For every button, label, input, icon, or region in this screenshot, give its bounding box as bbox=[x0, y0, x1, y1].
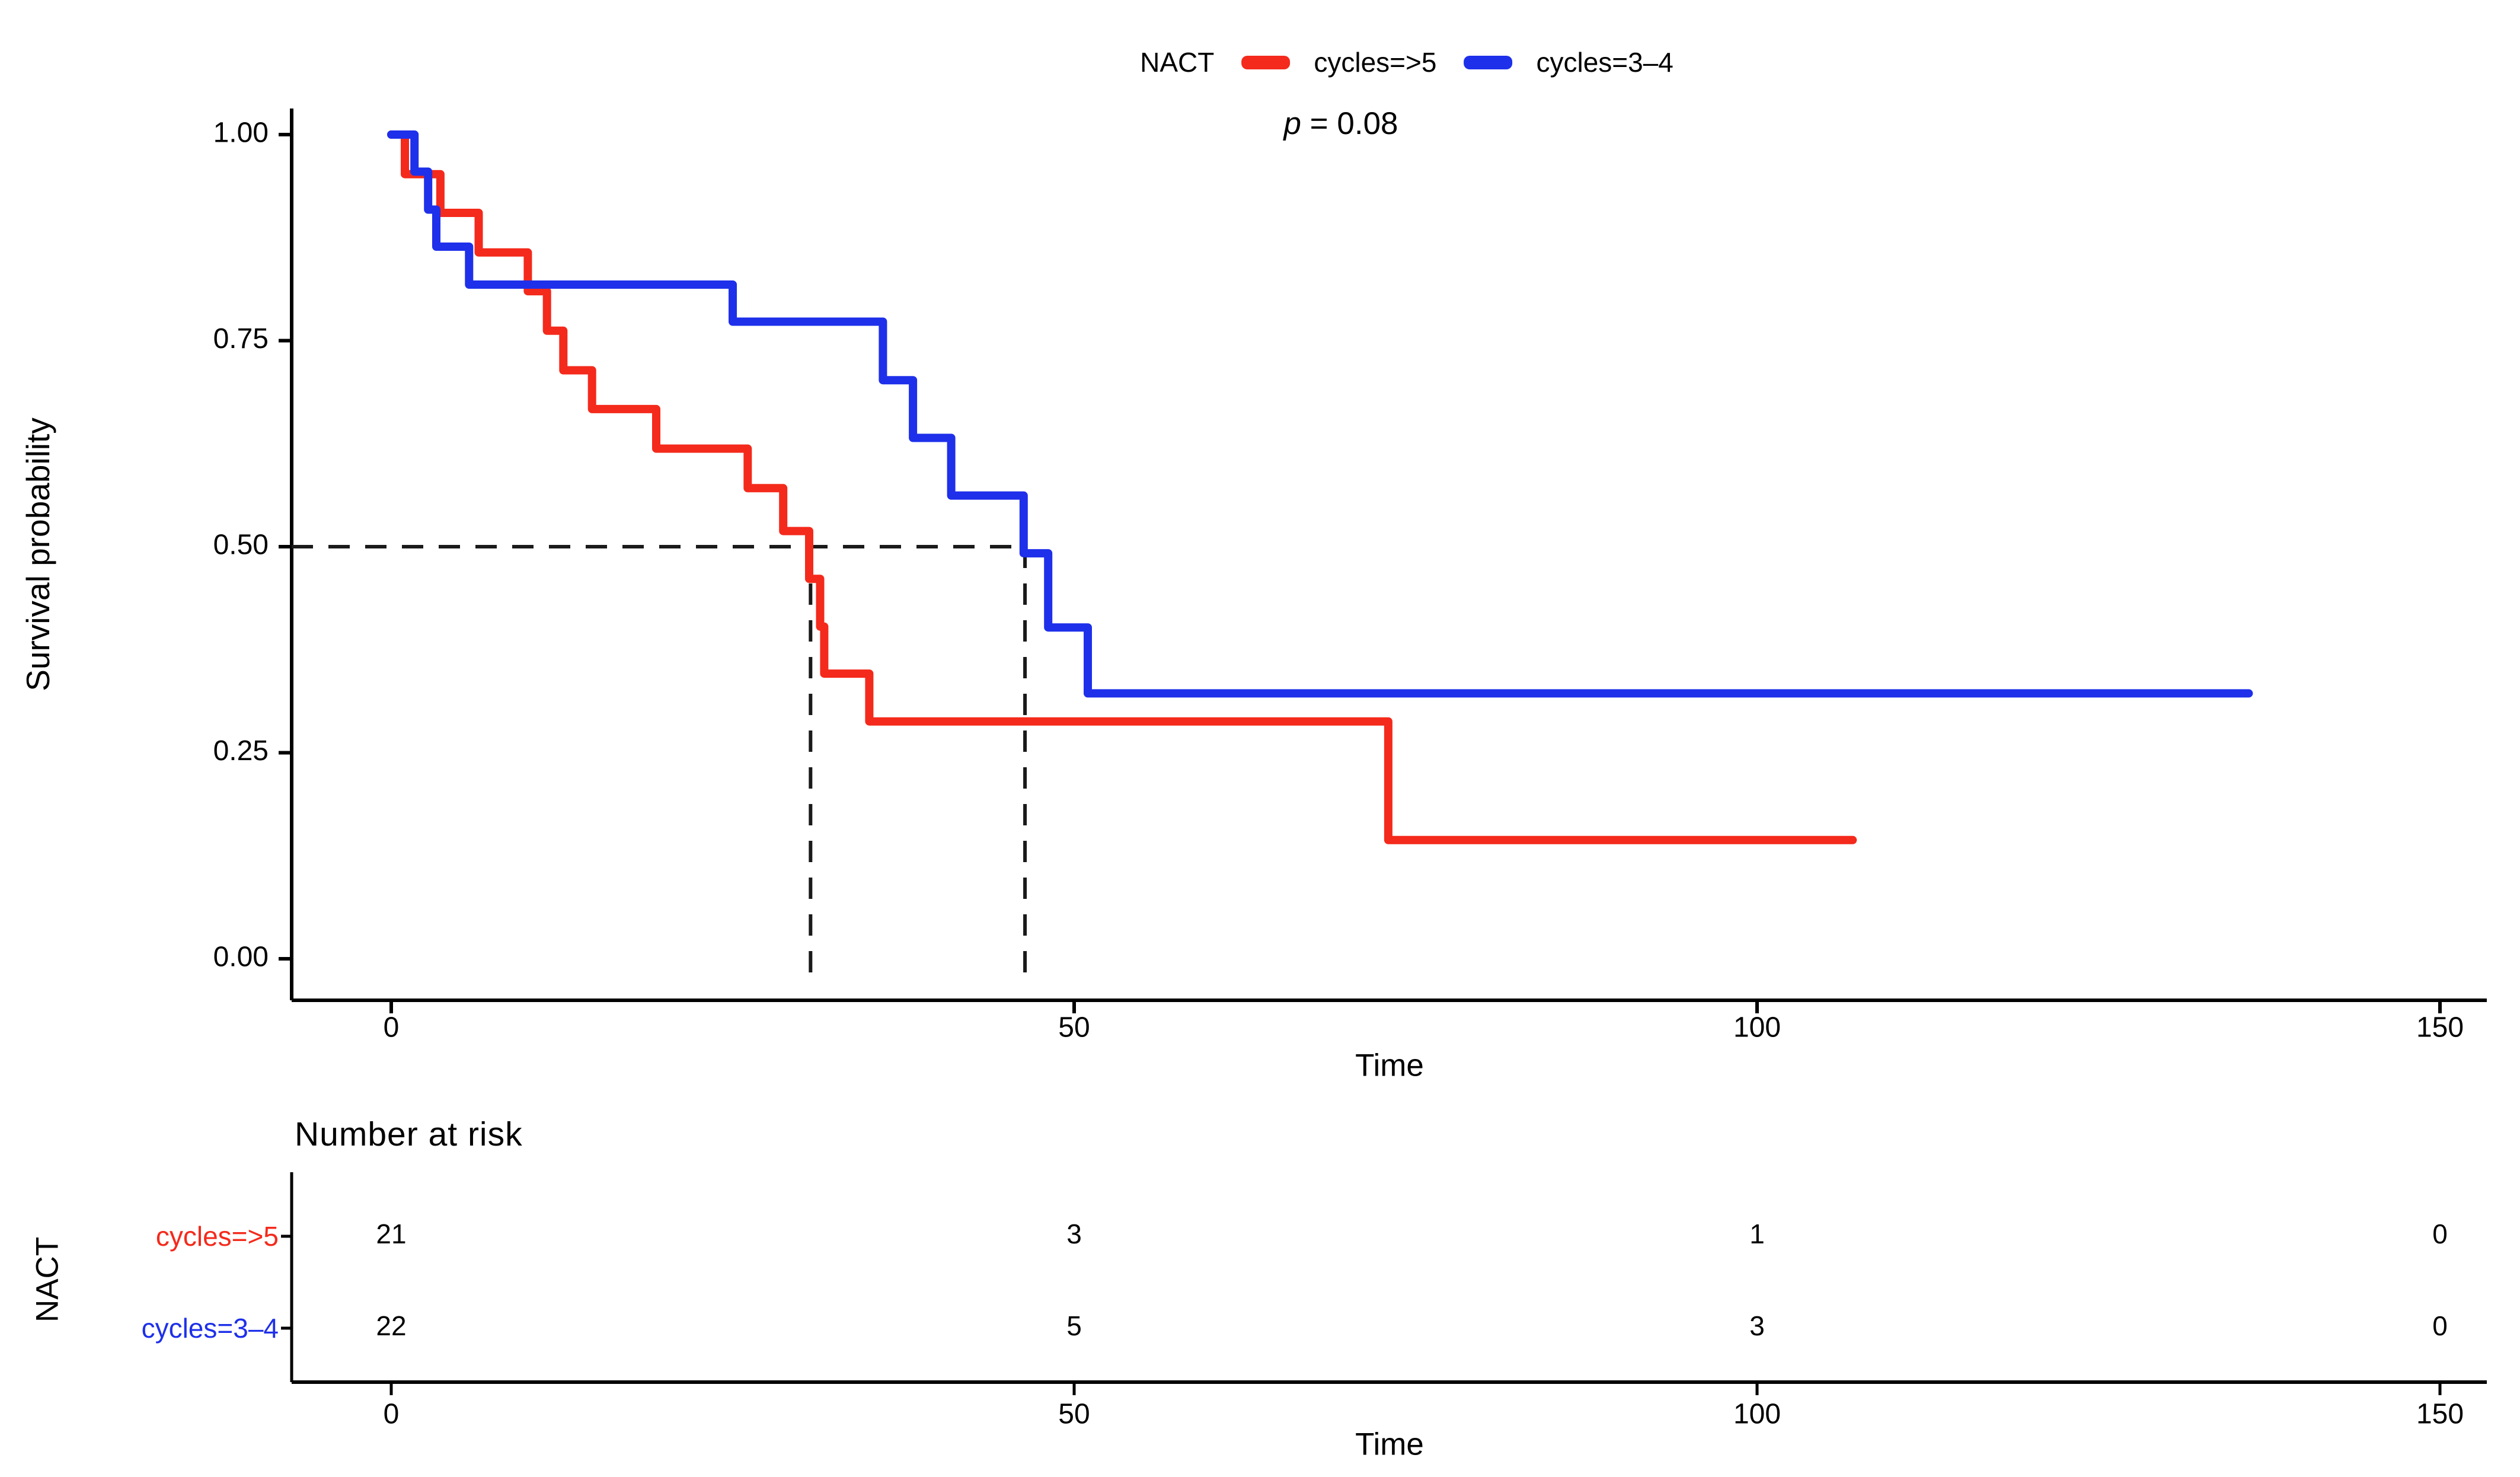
legend-item-label: cycles=3–4 bbox=[1536, 47, 1673, 78]
risk-table-title: Number at risk bbox=[295, 1115, 523, 1153]
legend-key-blue-icon bbox=[1464, 55, 1513, 69]
legend-key-red-icon bbox=[1241, 55, 1291, 69]
risk-x-axis-tick-label: 0 bbox=[384, 1399, 400, 1430]
risk-count-row1-t50: 3 bbox=[1066, 1218, 1082, 1249]
risk-count-row1-t150: 0 bbox=[2432, 1218, 2448, 1249]
legend-item-cycles-3-4: cycles=3–4 bbox=[1464, 46, 1673, 78]
x-axis-tick-label: 50 bbox=[1058, 1012, 1090, 1044]
p-value-text: = 0.08 bbox=[1301, 106, 1398, 141]
risk-count-row1-t100: 1 bbox=[1749, 1218, 1765, 1249]
risk-count-row2-t100: 3 bbox=[1749, 1310, 1765, 1341]
y-axis-tick-label: 0.25 bbox=[213, 735, 269, 767]
legend-item-label: cycles=>5 bbox=[1314, 47, 1437, 78]
y-axis-tick-label: 0.00 bbox=[213, 942, 269, 973]
risk-row-label-cycles-ge5: cycles=>5 bbox=[155, 1221, 279, 1252]
y-axis-tick-label: 1.00 bbox=[213, 117, 269, 149]
survival-curve-cycles-ge5 bbox=[387, 130, 1857, 844]
risk-count-row1-t0: 21 bbox=[376, 1218, 406, 1249]
y-axis-title: Survival probability bbox=[20, 417, 56, 691]
x-axis-tick-label: 100 bbox=[1733, 1012, 1781, 1044]
y-axis-tick-label: 0.75 bbox=[213, 323, 269, 355]
legend: NACT cycles=>5 cycles=3–4 bbox=[1140, 46, 1673, 78]
risk-row-label-cycles-3-4: cycles=3–4 bbox=[141, 1313, 279, 1344]
p-value-annotation: p = 0.08 bbox=[1283, 106, 1398, 142]
legend-item-cycles-ge5: cycles=>5 bbox=[1241, 46, 1436, 78]
x-axis-tick-label: 150 bbox=[2416, 1012, 2464, 1044]
risk-count-row2-t150: 0 bbox=[2432, 1310, 2448, 1341]
risk-table-x-axis-title: Time bbox=[1355, 1427, 1424, 1462]
x-axis-tick-label: 0 bbox=[384, 1012, 400, 1044]
risk-x-axis-tick-label: 150 bbox=[2416, 1399, 2464, 1430]
risk-count-row2-t0: 22 bbox=[376, 1310, 406, 1341]
x-axis-title: Time bbox=[1355, 1048, 1424, 1083]
risk-x-axis-tick-label: 50 bbox=[1058, 1399, 1090, 1430]
risk-x-axis-tick-label: 100 bbox=[1733, 1399, 1781, 1430]
legend-title: NACT bbox=[1140, 47, 1215, 78]
p-value-symbol: p bbox=[1283, 106, 1301, 141]
survival-curve-cycles-3-4 bbox=[387, 130, 2253, 698]
y-axis-tick-label: 0.50 bbox=[213, 529, 269, 561]
risk-count-row2-t50: 5 bbox=[1066, 1310, 1082, 1341]
